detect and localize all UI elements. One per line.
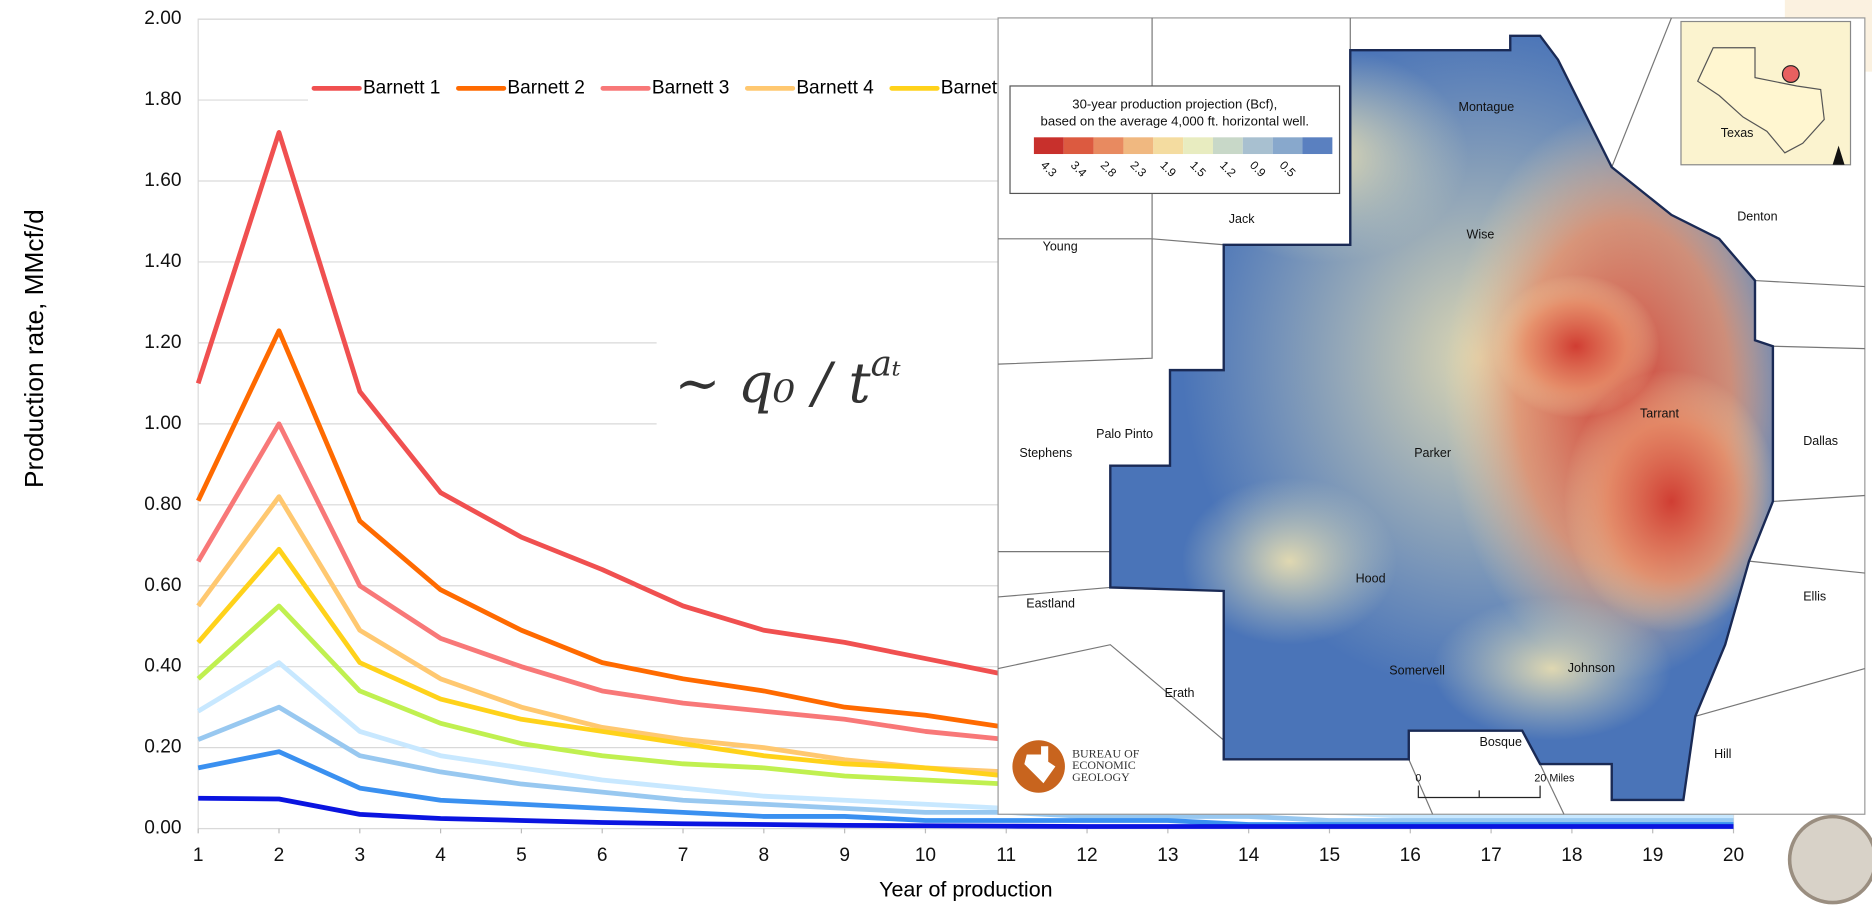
annotation-background <box>656 336 999 452</box>
x-tick-label: 3 <box>354 845 365 866</box>
county-label: Bosque <box>1479 735 1521 749</box>
county-label: Montague <box>1459 100 1515 114</box>
x-tick-label: 15 <box>1319 845 1340 866</box>
texas-outline <box>1696 47 1825 154</box>
basin-locator <box>1781 65 1800 83</box>
x-tick-label: 6 <box>597 845 608 866</box>
map-scale-swatch <box>1093 137 1124 155</box>
county-label: Eastland <box>1026 596 1075 610</box>
x-tick-label: 18 <box>1561 845 1582 866</box>
map-scale-swatch <box>1183 137 1213 155</box>
x-tick-label: 14 <box>1238 845 1260 866</box>
annotation: ∼ q₀ / taₜ <box>675 344 901 415</box>
x-tick-label: 12 <box>1076 845 1097 866</box>
map-scale-swatch <box>1063 137 1094 155</box>
legend-label: Barnett 1 <box>363 77 440 98</box>
county-label: Hill <box>1714 747 1731 761</box>
series-line <box>197 704 1734 823</box>
county-label: Young <box>1043 239 1078 253</box>
x-axis-label: Year of production <box>879 877 1052 901</box>
map-scale-swatch <box>1272 137 1303 155</box>
y-axis-label: Production rate, MMcf/d <box>19 209 49 488</box>
county-label: Somervell <box>1389 663 1445 677</box>
scale-bar-label: 20 Miles <box>1534 772 1574 784</box>
logo-texas <box>1024 746 1056 784</box>
x-tick-label: 13 <box>1157 845 1178 866</box>
series-line <box>198 795 1734 829</box>
y-tick-label: 1.20 <box>144 332 181 353</box>
county-label: Hood <box>1356 571 1386 585</box>
y-tick-label: 2.00 <box>144 8 181 29</box>
county-label: Tarrant <box>1640 407 1679 421</box>
county-label: Jack <box>1229 212 1255 226</box>
y-tick-label: 1.60 <box>144 170 181 191</box>
x-tick-label: 5 <box>516 845 527 866</box>
county-label: Wise <box>1467 228 1495 242</box>
x-tick-label: 11 <box>996 845 1016 866</box>
y-tick-label: 0.00 <box>144 818 181 839</box>
map-scale-swatch <box>1212 137 1243 155</box>
map-legend-title: based on the average 4,000 ft. horizonta… <box>1041 113 1310 128</box>
series-line <box>196 660 1734 819</box>
y-tick-label: 0.40 <box>144 656 181 677</box>
y-tick-label: 1.00 <box>144 413 181 434</box>
county-label: Denton <box>1737 210 1777 224</box>
county-label: Parker <box>1414 446 1451 460</box>
x-tick-label: 19 <box>1642 845 1663 866</box>
map-scale-swatch <box>1153 137 1184 155</box>
x-tick-label: 2 <box>274 845 285 866</box>
annotation-exponent: aₜ <box>871 344 901 385</box>
map-scale-swatch <box>1242 137 1273 155</box>
scale-bar-label: 0 <box>1415 772 1421 784</box>
map-scale-swatch <box>1302 137 1333 155</box>
y-tick-label: 0.20 <box>144 737 181 758</box>
county-label: Stephens <box>1019 446 1072 460</box>
logo-text: ECONOMIC <box>1072 758 1136 772</box>
scale-bar <box>1417 785 1541 799</box>
x-tick-label: 8 <box>759 845 770 866</box>
x-tick-label: 9 <box>839 845 850 866</box>
legend-label: Barnett 3 <box>652 77 730 98</box>
y-tick-label: 0.80 <box>144 494 181 515</box>
map-scale-swatch <box>1123 137 1154 155</box>
x-tick-label: 4 <box>435 845 446 866</box>
inset-label: Texas <box>1721 126 1754 140</box>
x-tick-label: 1 <box>193 845 204 866</box>
county-label: Erath <box>1165 686 1195 700</box>
north-arrow <box>1832 145 1845 165</box>
logo-text: BUREAU OF <box>1072 746 1140 760</box>
x-tick-label: 17 <box>1480 845 1501 866</box>
county-label: Johnson <box>1568 661 1615 675</box>
county-label: Dallas <box>1803 434 1838 448</box>
county-label: Ellis <box>1803 589 1826 603</box>
map: 30-year production projection (Bcf),base… <box>997 17 1866 815</box>
legend-label: Barnett 4 <box>796 77 874 98</box>
y-tick-label: 1.80 <box>144 89 181 110</box>
x-tick-label: 7 <box>678 845 689 866</box>
annotation-base: ∼ q₀ / t <box>675 351 872 415</box>
y-tick-label: 0.60 <box>144 575 181 596</box>
x-tick-label: 10 <box>915 845 936 866</box>
x-tick-label: 16 <box>1400 845 1421 866</box>
legend-label: Barnett 2 <box>507 77 585 98</box>
x-tick-label: 20 <box>1723 845 1744 866</box>
logo-text: GEOLOGY <box>1072 770 1130 784</box>
basin-outline <box>1109 34 1775 802</box>
map-scale-swatch <box>1033 137 1064 155</box>
y-tick-label: 1.40 <box>144 251 181 272</box>
seal-decoration <box>1787 814 1872 905</box>
map-legend-title: 30-year production projection (Bcf), <box>1072 97 1277 112</box>
county-label: Palo Pinto <box>1096 427 1153 441</box>
